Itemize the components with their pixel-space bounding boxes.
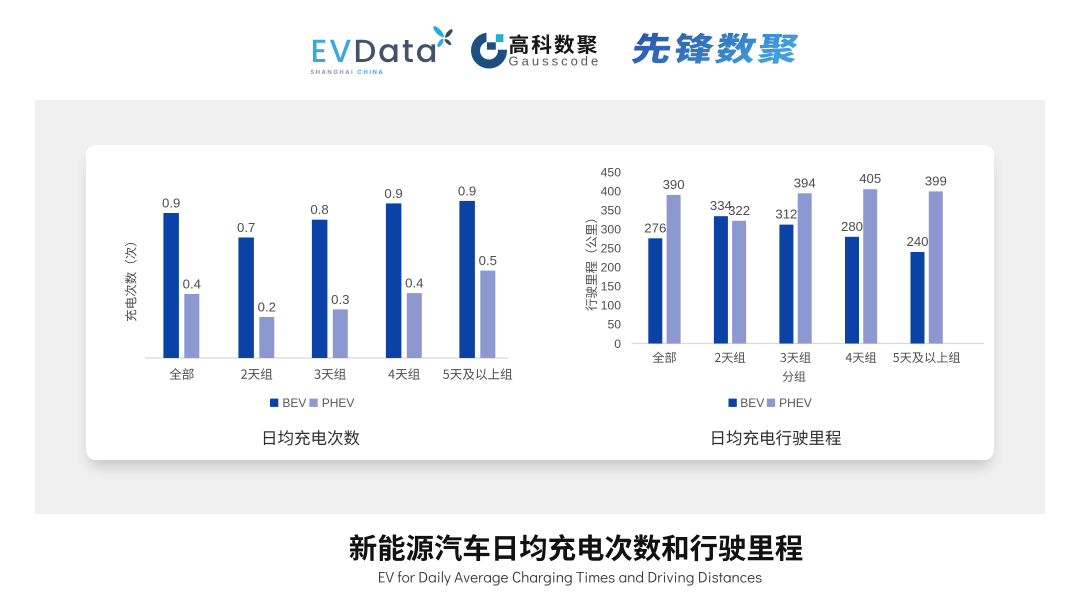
svg-text:0.9: 0.9 (162, 196, 180, 211)
svg-text:312: 312 (775, 207, 797, 222)
svg-text:250: 250 (601, 242, 622, 256)
svg-text:PHEV: PHEV (779, 396, 812, 410)
svg-text:0.9: 0.9 (384, 186, 402, 201)
svg-text:50: 50 (607, 318, 621, 332)
svg-text:394: 394 (794, 175, 816, 190)
svg-text:Gausscode: Gausscode (509, 54, 602, 69)
svg-text:240: 240 (906, 234, 928, 249)
svg-text:399: 399 (925, 173, 947, 188)
svg-text:390: 390 (663, 177, 685, 192)
svg-text:322: 322 (728, 203, 750, 218)
svg-text:300: 300 (601, 223, 622, 237)
svg-text:0.9: 0.9 (458, 183, 476, 198)
svg-text:PHEV: PHEV (322, 396, 355, 410)
svg-text:0.7: 0.7 (237, 220, 255, 235)
svg-text:350: 350 (601, 203, 622, 217)
svg-text:0.4: 0.4 (183, 277, 201, 292)
svg-text:280: 280 (841, 219, 863, 234)
svg-text:276: 276 (644, 220, 666, 235)
svg-text:334: 334 (710, 198, 732, 213)
svg-text:0.4: 0.4 (405, 276, 423, 291)
svg-text:0: 0 (614, 337, 621, 351)
svg-text:400: 400 (601, 184, 622, 198)
svg-text:100: 100 (601, 299, 622, 313)
svg-text:BEV: BEV (282, 396, 306, 410)
svg-text:0.8: 0.8 (310, 202, 328, 217)
svg-text:BEV: BEV (740, 396, 764, 410)
svg-text:0.3: 0.3 (331, 292, 349, 307)
svg-text:150: 150 (601, 280, 622, 294)
svg-text:450: 450 (601, 165, 622, 179)
svg-text:405: 405 (859, 171, 881, 186)
svg-text:0.2: 0.2 (258, 300, 276, 315)
svg-text:0.5: 0.5 (479, 253, 497, 268)
svg-text:200: 200 (601, 261, 622, 275)
